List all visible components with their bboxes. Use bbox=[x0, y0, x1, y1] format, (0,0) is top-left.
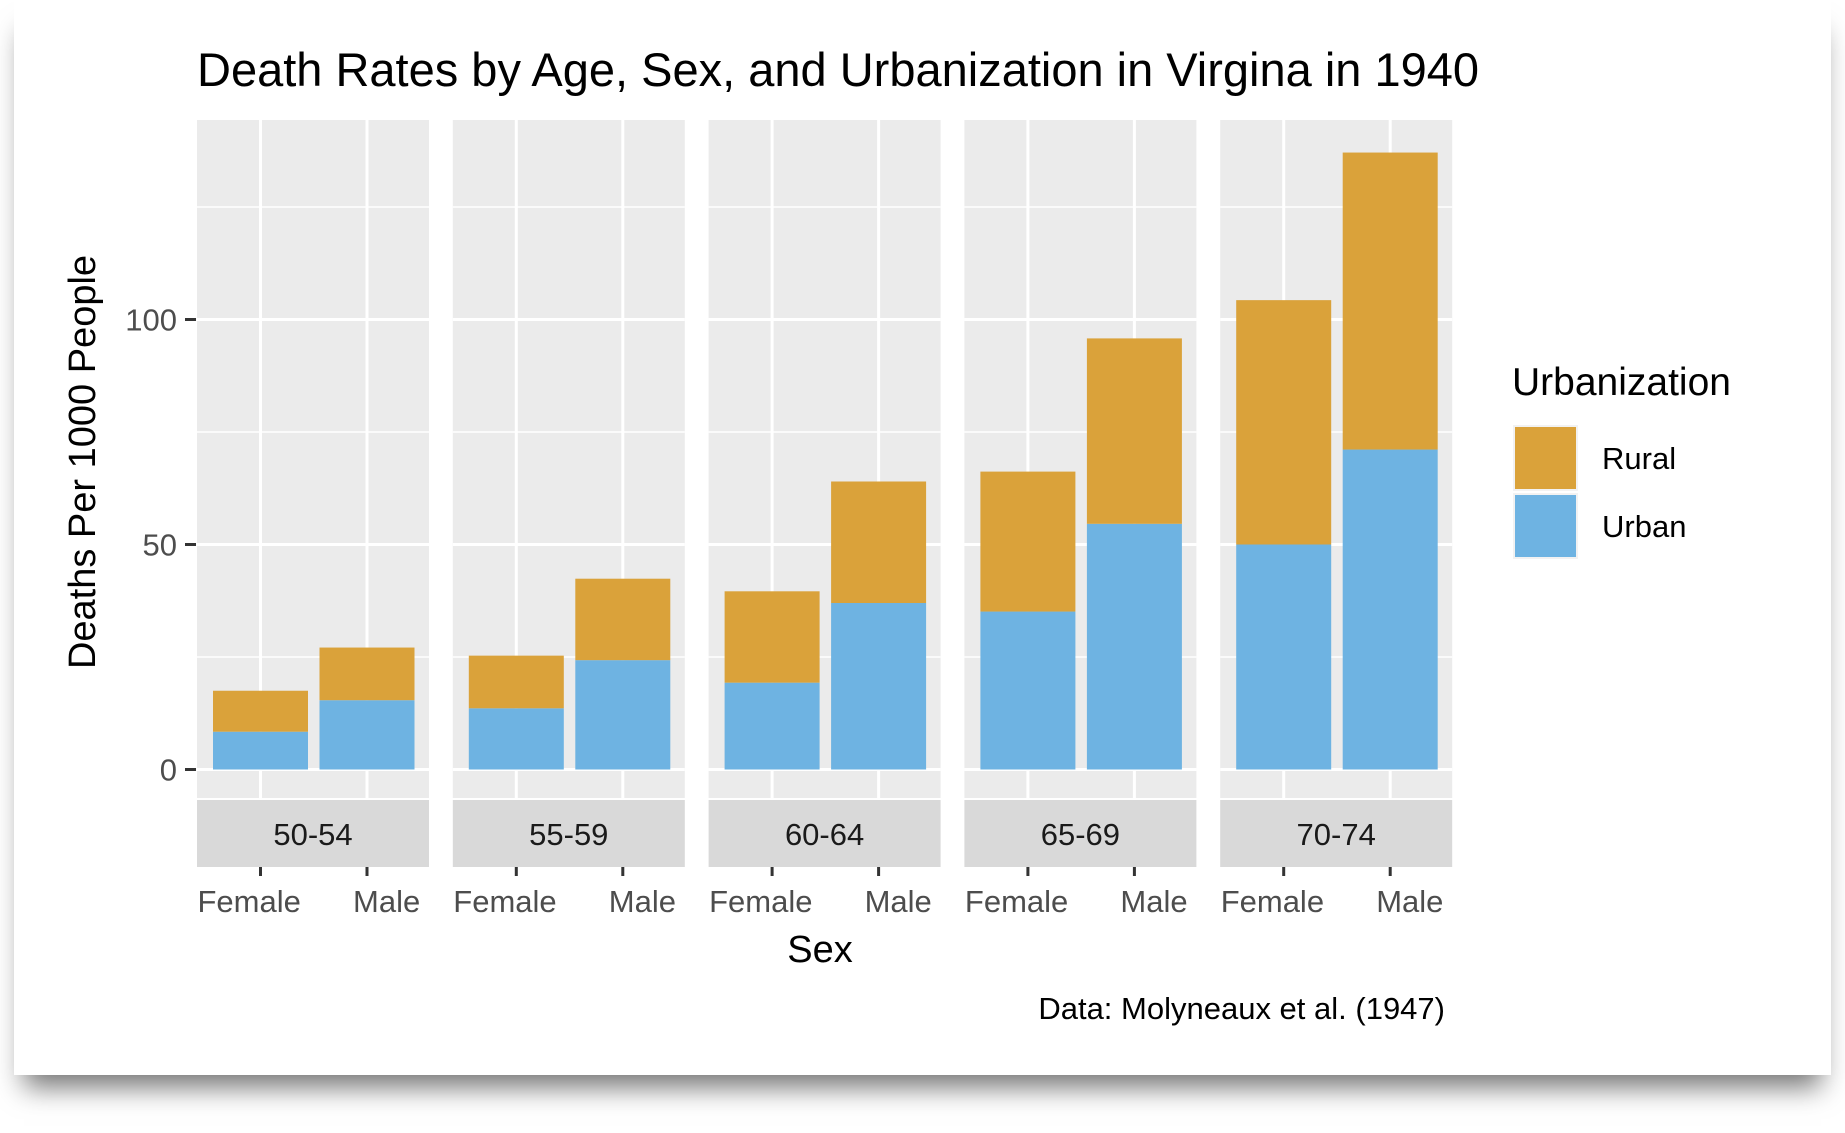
y-axis: 0 50 100 bbox=[125, 303, 196, 788]
bar-rural-male-55-59 bbox=[575, 578, 671, 661]
facet-strip bbox=[452, 800, 685, 867]
facet-strip bbox=[964, 800, 1197, 867]
legend-swatch-urban bbox=[1515, 495, 1576, 557]
bar-rural-female-60-64 bbox=[724, 591, 820, 683]
bar-urban-male-55-59 bbox=[575, 660, 671, 770]
x-tick-label: Male bbox=[353, 884, 420, 919]
y-tick-label: 100 bbox=[125, 303, 177, 338]
facet-panel-50-54: 50-54 Female Male bbox=[197, 120, 429, 919]
facet-strip bbox=[197, 800, 429, 867]
y-axis-title: Deaths Per 1000 People bbox=[62, 255, 104, 669]
x-tick-label: Female bbox=[709, 884, 812, 919]
bar-rural-female-70-74 bbox=[1236, 300, 1332, 545]
x-tick-label: Female bbox=[198, 884, 301, 919]
x-axis-title: Sex bbox=[787, 929, 852, 971]
bar-rural-female-55-59 bbox=[468, 655, 564, 709]
facet-panel-70-74: 70-74 Female Male bbox=[1220, 120, 1453, 919]
bar-urban-male-70-74 bbox=[1342, 449, 1438, 770]
x-tick-label: Male bbox=[1376, 884, 1443, 919]
bar-rural-female-50-54 bbox=[213, 690, 308, 732]
x-tick-label: Female bbox=[453, 884, 556, 919]
bar-urban-male-65-69 bbox=[1086, 523, 1182, 770]
y-tick-label: 0 bbox=[160, 753, 177, 788]
x-tick-label: Female bbox=[1221, 884, 1324, 919]
legend-label-rural: Rural bbox=[1602, 441, 1676, 476]
x-tick-label: Male bbox=[865, 884, 932, 919]
legend-swatch-rural bbox=[1515, 427, 1576, 489]
bar-rural-female-65-69 bbox=[980, 471, 1076, 612]
facet-panel-60-64: 60-64 Female Male bbox=[708, 120, 941, 919]
facet-strip bbox=[1220, 800, 1453, 867]
legend: Urbanization Rural Urban bbox=[1512, 361, 1731, 559]
facet-panel-65-69: 65-69 Female Male bbox=[964, 120, 1197, 919]
facet-strip-label: 60-64 bbox=[785, 817, 864, 852]
bar-urban-female-70-74 bbox=[1236, 544, 1332, 770]
legend-label-urban: Urban bbox=[1602, 509, 1686, 544]
bar-urban-female-60-64 bbox=[724, 682, 820, 770]
bar-rural-male-60-64 bbox=[831, 481, 927, 603]
bar-urban-female-65-69 bbox=[980, 611, 1076, 770]
bar-rural-male-70-74 bbox=[1342, 152, 1438, 450]
legend-keys: Rural Urban bbox=[1513, 425, 1686, 559]
bar-urban-female-55-59 bbox=[468, 708, 564, 770]
bar-urban-male-60-64 bbox=[831, 603, 927, 770]
facet-strip-label: 70-74 bbox=[1297, 817, 1376, 852]
facet-strip-label: 55-59 bbox=[529, 817, 608, 852]
x-tick-label: Male bbox=[1120, 884, 1187, 919]
x-tick-label: Male bbox=[609, 884, 676, 919]
bar-urban-female-50-54 bbox=[213, 731, 308, 770]
y-tick-label: 50 bbox=[143, 528, 177, 563]
legend-title: Urbanization bbox=[1512, 361, 1731, 404]
caption: Data: Molyneaux et al. (1947) bbox=[1038, 991, 1445, 1026]
facet-panel-55-59: 55-59 Female Male bbox=[452, 120, 685, 919]
x-tick-label: Female bbox=[965, 884, 1068, 919]
bar-rural-male-65-69 bbox=[1086, 338, 1182, 524]
chart-title: Death Rates by Age, Sex, and Urbanizatio… bbox=[197, 43, 1479, 96]
bar-urban-male-50-54 bbox=[319, 700, 415, 770]
facet-strip bbox=[708, 800, 941, 867]
facet-strip-label: 65-69 bbox=[1041, 817, 1120, 852]
facet-strip-label: 50-54 bbox=[273, 817, 352, 852]
bar-rural-male-50-54 bbox=[319, 647, 415, 701]
